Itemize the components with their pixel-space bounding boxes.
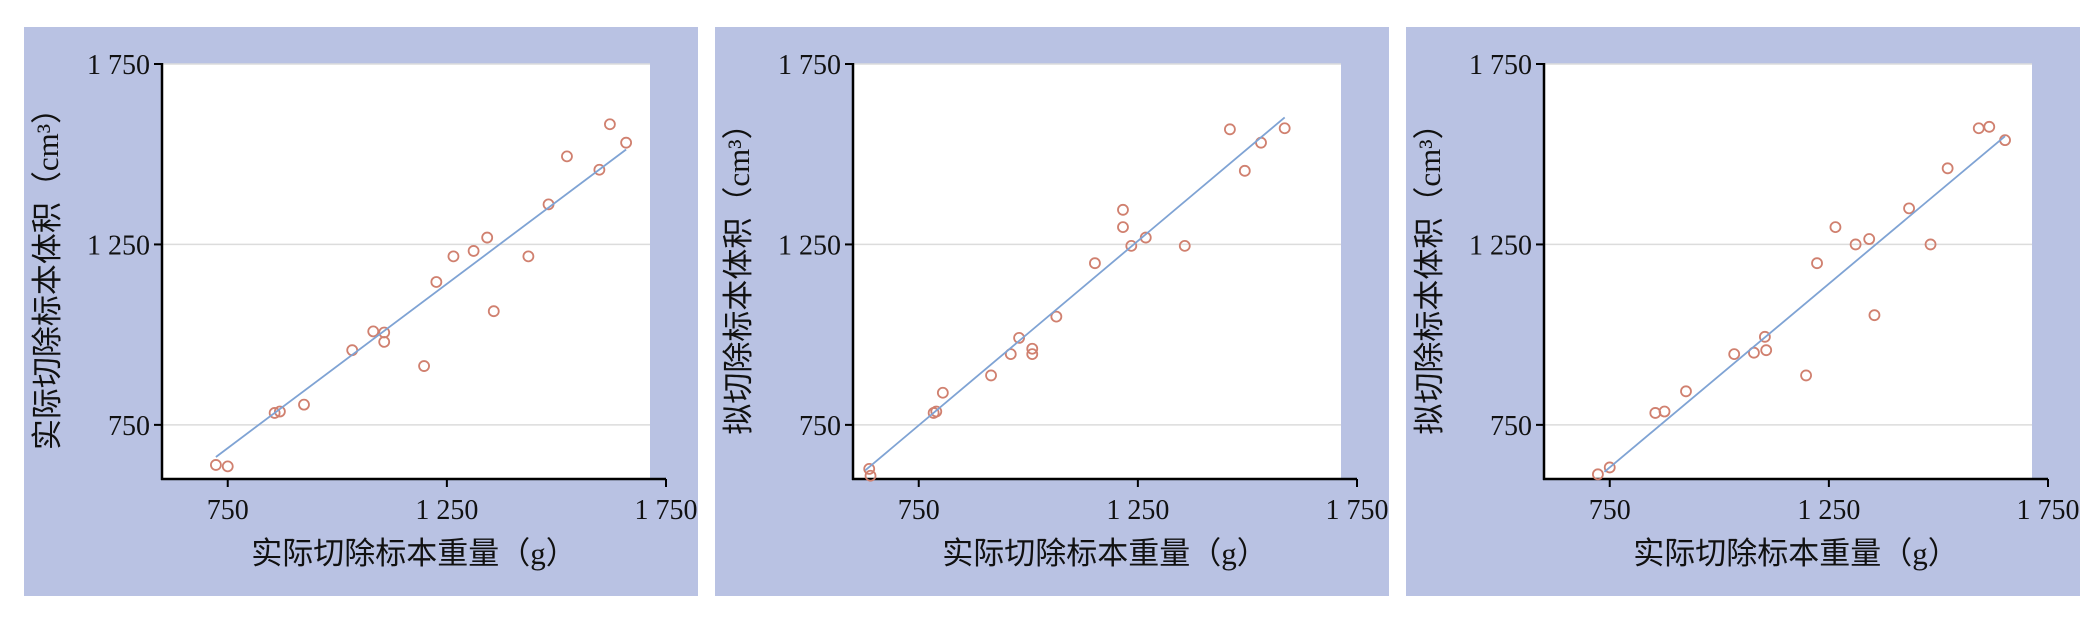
x-tick-label: 1 250: [1797, 495, 1860, 526]
data-point: [1903, 202, 1915, 215]
data-point: [367, 325, 380, 338]
panel: 750 1 250 1 750 750 1 250 1 750 实际切除标本重量（g） 拟切除…: [1406, 27, 2080, 596]
data-point: [864, 469, 877, 482]
plot-area: [1544, 64, 2032, 479]
data-point: [210, 459, 222, 471]
data-point: [1863, 233, 1876, 245]
y-tick-label: 1 250: [778, 230, 841, 261]
x-tick-label: 750: [898, 495, 940, 526]
x-tick-label: 1 750: [2017, 495, 2080, 526]
data-point: [1941, 162, 1954, 175]
x-tick-label: 1 250: [1106, 495, 1169, 526]
data-point: [1760, 344, 1773, 357]
plot-area: [162, 64, 650, 479]
data-point: [1924, 238, 1937, 251]
data-point: [1658, 405, 1671, 418]
y-tick-label: 750: [108, 411, 150, 442]
data-point: [604, 118, 616, 131]
data-point: [1238, 164, 1251, 177]
data-point: [1004, 348, 1017, 361]
data-point: [378, 335, 391, 348]
data-point: [1178, 239, 1191, 252]
data-point: [1050, 310, 1063, 323]
data-point: [1983, 120, 1996, 133]
data-point: [1680, 385, 1692, 398]
data-point: [1868, 309, 1881, 322]
data-point: [467, 245, 480, 257]
fit-line: [215, 148, 627, 458]
x-tick-label: 1 250: [415, 495, 478, 526]
x-axis-label: 实际切除标本重量（g）: [942, 536, 1268, 571]
panel: 750 1 250 1 750 750 1 250 1 750 实际切除标本重量（g） 实际切…: [24, 27, 698, 596]
data-point: [298, 398, 310, 411]
data-point: [1603, 461, 1616, 474]
data-point: [561, 150, 573, 163]
data-point: [487, 305, 500, 318]
x-axis-label: 实际切除标本重量（g）: [1633, 536, 1959, 571]
x-axis-label: 实际切除标本重量（g）: [251, 536, 577, 571]
x-tick-label: 750: [207, 495, 249, 526]
data-point: [1800, 369, 1812, 382]
x-tick-label: 1 750: [635, 495, 698, 526]
data-point: [268, 407, 281, 419]
x-tick-label: 1 750: [1326, 495, 1389, 526]
fit-line: [1603, 135, 2006, 473]
data-point: [1728, 348, 1741, 361]
fit-line: [864, 116, 1286, 472]
data-point: [221, 460, 234, 473]
data-point: [863, 462, 876, 475]
y-tick-label: 1 750: [1469, 50, 1532, 81]
x-tick-label: 750: [1589, 495, 1631, 526]
panel: 750 1 250 1 750 750 1 250 1 750 实际切除标本重量（g） 拟切除…: [715, 27, 1389, 596]
y-tick-label: 1 250: [87, 230, 150, 261]
data-point: [930, 405, 943, 418]
data-point: [522, 250, 535, 263]
y-axis-label: 拟切除标本体积（cm³）: [721, 108, 756, 434]
data-point: [447, 250, 460, 263]
data-point: [1026, 342, 1039, 355]
data-point: [1849, 238, 1862, 251]
data-point: [1117, 203, 1129, 216]
y-tick-label: 750: [799, 411, 841, 442]
data-point: [1013, 331, 1026, 344]
data-point: [1125, 239, 1138, 252]
data-point: [1278, 122, 1291, 135]
data-point: [481, 231, 494, 244]
data-point: [936, 386, 949, 399]
data-point: [620, 136, 633, 149]
data-point: [1089, 257, 1101, 270]
data-point: [273, 405, 286, 418]
y-tick-label: 1 250: [1469, 230, 1532, 261]
data-point: [593, 163, 606, 176]
y-axis-label: 拟切除标本体积（cm³）: [1412, 108, 1447, 434]
data-point: [1224, 123, 1236, 136]
y-tick-label: 1 750: [87, 50, 150, 81]
data-point: [418, 360, 430, 372]
data-point: [1117, 221, 1129, 234]
data-point: [1758, 330, 1771, 343]
y-axis-label: 实际切除标本体积（cm³）: [30, 93, 65, 450]
data-point: [1592, 468, 1604, 481]
data-point: [1026, 348, 1039, 361]
data-point: [430, 276, 443, 288]
y-tick-label: 1 750: [778, 50, 841, 81]
plot-area: [853, 64, 1341, 479]
y-tick-label: 750: [1490, 411, 1532, 442]
data-point: [1829, 221, 1842, 234]
data-point: [985, 369, 997, 382]
data-point: [1811, 257, 1823, 270]
